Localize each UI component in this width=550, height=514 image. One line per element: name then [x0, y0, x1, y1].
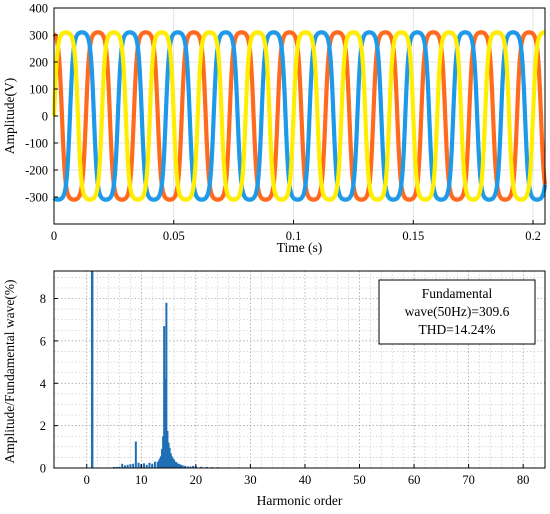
harmonic-bar — [164, 379, 167, 468]
series-line — [52, 30, 548, 202]
harmonic-bar — [153, 461, 156, 468]
harmonic-bar — [186, 466, 189, 468]
x-tick-label: 50 — [353, 473, 366, 487]
harmonic-bar — [137, 462, 140, 468]
x-tick-label: 0 — [84, 473, 90, 487]
x-tick-label: 0.1 — [286, 229, 302, 243]
harmonic-bar — [118, 466, 121, 468]
x-tick-label: 70 — [462, 473, 475, 487]
x-tick-label: 0.15 — [402, 229, 424, 243]
x-tick-label: 40 — [299, 473, 312, 487]
y-tick-label: 200 — [29, 56, 48, 70]
harmonic-bar — [158, 458, 161, 468]
y-tick-label: -200 — [25, 164, 48, 178]
harmonic-bar — [192, 465, 195, 468]
x-axis-label: Harmonic order — [257, 493, 343, 508]
annotation-line: THD=14.24% — [419, 322, 496, 337]
y-tick-label: 300 — [29, 29, 48, 43]
harmonic-bar — [175, 462, 178, 468]
harmonic-bar — [189, 466, 192, 468]
y-tick-label: 2 — [40, 419, 46, 433]
harmonic-bar — [170, 456, 173, 468]
harmonic-bar — [121, 463, 124, 468]
fundamental-bar — [90, 271, 94, 468]
harmonic-bar — [132, 463, 135, 468]
harmonic-bar — [166, 430, 169, 468]
y-axis-label: Amplitude/Fundamental wave(%) — [2, 279, 17, 463]
harmonic-bar — [169, 453, 172, 468]
harmonic-bar — [167, 442, 170, 468]
harmonic-bar — [126, 464, 129, 468]
y-tick-label: 0 — [40, 462, 46, 476]
harmonic-bar — [113, 466, 116, 468]
harmonic-bar — [168, 447, 171, 468]
harmonic-bar — [200, 466, 203, 468]
harmonic-bar — [176, 463, 179, 468]
harmonic-bar — [115, 466, 118, 468]
harmonic-bar — [177, 463, 180, 468]
x-tick-label: 30 — [244, 473, 257, 487]
harmonic-bar — [173, 459, 176, 468]
x-tick-label: 0 — [51, 229, 57, 243]
x-axis-label: Time (s) — [277, 240, 323, 255]
harmonic-bar — [205, 466, 208, 468]
x-tick-label: 0.05 — [163, 229, 185, 243]
harmonic-bar — [123, 465, 126, 468]
y-tick-label: -300 — [25, 191, 48, 205]
x-tick-label: 10 — [135, 473, 148, 487]
series-line — [52, 30, 548, 202]
y-tick-label: 100 — [29, 83, 48, 97]
harmonic-bar — [145, 464, 148, 468]
annotation-line: Fundamental — [422, 286, 493, 301]
time-domain-chart: 0 0.05 0.1 0.15 0.2 -300 -200 -100 0 100 200 300 400… — [2, 2, 548, 255]
y-axis-label: Amplitude(V) — [2, 78, 17, 155]
harmonic-bar — [178, 464, 181, 468]
x-tick-label: 80 — [517, 473, 530, 487]
x-tick-label: 20 — [190, 473, 203, 487]
harmonic-bar — [159, 456, 162, 468]
harmonic-spectrum-chart: 0 10 20 30 40 50 60 70 80 0 2 4 6 8 Harmonic order Ampl… — [2, 270, 546, 508]
y-tick-label: 0 — [42, 110, 48, 124]
annotation-line: wave(50Hz)=309.6 — [405, 304, 510, 319]
harmonic-bar — [156, 462, 159, 468]
x-tick-label: 0.2 — [525, 229, 541, 243]
harmonic-bar — [174, 461, 177, 468]
harmonic-bar — [161, 448, 164, 468]
harmonic-bar — [162, 436, 165, 468]
series-line — [51, 30, 547, 202]
harmonic-bar — [165, 302, 168, 468]
harmonic-bar — [148, 462, 151, 468]
harmonic-bar — [171, 458, 174, 468]
axes-frame — [53, 270, 546, 469]
harmonic-bar — [143, 463, 146, 468]
harmonic-bar — [151, 463, 154, 468]
y-tick-label: 8 — [40, 292, 46, 306]
harmonic-bar — [180, 464, 183, 468]
harmonic-bar — [157, 460, 160, 468]
y-tick-label: 6 — [40, 334, 46, 348]
annotation-box — [378, 279, 536, 345]
y-tick-label: -100 — [25, 137, 48, 151]
harmonic-bar — [181, 465, 184, 468]
y-tick-label: 4 — [40, 377, 47, 391]
harmonic-bar — [134, 441, 137, 468]
harmonic-bar — [129, 464, 132, 468]
harmonic-bar — [183, 465, 186, 468]
y-tick-label: 400 — [29, 2, 48, 16]
x-tick-label: 60 — [408, 473, 421, 487]
harmonic-bar — [163, 326, 166, 468]
